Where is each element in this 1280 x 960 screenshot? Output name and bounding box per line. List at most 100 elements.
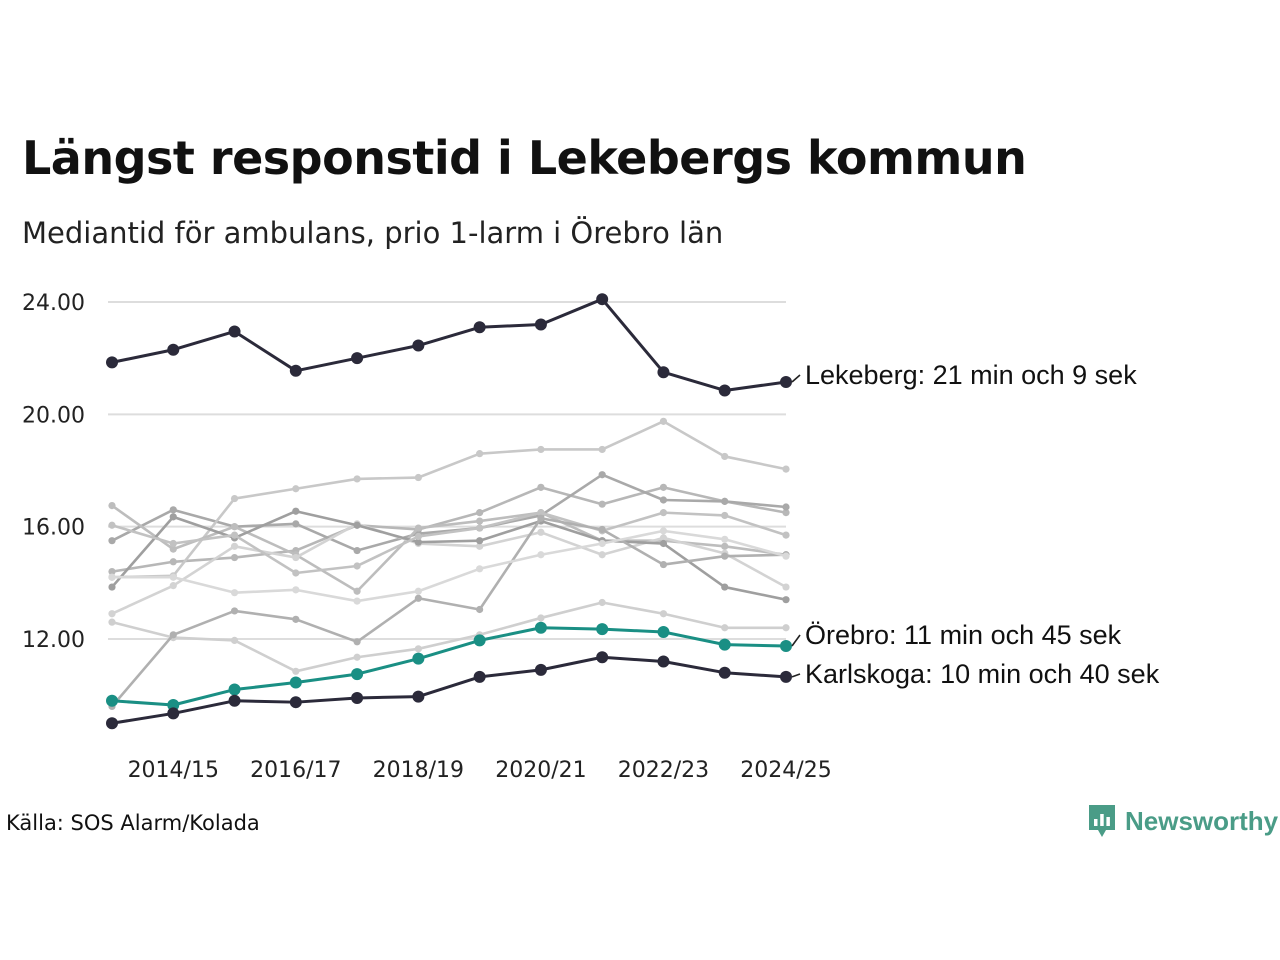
data-point [659,534,668,542]
data-point [353,587,361,595]
data-point [289,676,302,689]
data-point [412,652,425,665]
data-point [230,494,239,503]
data-point [721,497,729,505]
data-point [721,542,729,550]
series-örebro [106,621,792,711]
data-point [108,521,116,529]
data-point [230,542,239,550]
series-line [111,504,787,593]
data-point [782,503,790,511]
data-point [782,583,790,591]
data-point [657,655,670,668]
data-point [167,698,180,711]
data-point [414,524,422,532]
data-point [108,618,116,626]
series-line [111,601,786,673]
data-point [659,539,668,548]
series-line [111,516,787,708]
series-kommun-6 [108,507,790,604]
data-point [292,586,300,594]
x-tick-label: 2024/25 [740,758,831,783]
data-point [598,539,606,548]
data-point [228,694,241,707]
label-connector [791,374,801,383]
data-point [289,364,302,377]
data-point [167,343,180,356]
data-point [721,552,729,560]
data-point [721,511,729,520]
data-point [476,509,484,517]
data-point [169,631,177,639]
x-tick-label: 2016/17 [250,758,341,783]
data-point [414,645,422,653]
data-point [596,293,609,306]
series-line [111,509,787,601]
data-point [353,653,361,661]
data-point [230,531,239,539]
data-point [169,558,177,566]
data-point [476,524,484,532]
data-point [412,339,425,352]
data-point [534,621,547,634]
series-label-karlskoga: Karlskoga: 10 min och 40 sek [805,659,1160,689]
series-end-labels: Lekeberg: 21 min och 9 sek Örebro: 11 min… [791,360,1160,689]
data-point [230,636,239,645]
series-line [111,511,787,575]
series-kommun-5 [108,520,790,618]
data-point [292,553,300,562]
data-point [657,625,670,638]
chart-subtitle: Mediantid för ambulans, prio 1-larm i Ör… [22,216,724,250]
series-line [111,297,787,392]
series-line [112,529,787,603]
data-point [476,542,484,550]
label-connector [791,634,801,647]
background-series [108,417,790,711]
data-point [780,640,792,653]
data-point [718,638,731,651]
data-point [659,483,668,491]
brand-logo: Newsworthy [1087,803,1278,839]
series-line [111,420,787,579]
data-point [780,670,792,683]
data-point [537,509,545,517]
series-line [111,486,787,573]
data-point [169,545,177,553]
data-point [718,384,731,397]
data-point [414,538,422,546]
series-kommun-9 [108,514,790,711]
data-point [721,535,729,543]
data-point [721,452,729,461]
data-point [353,521,361,529]
data-point [782,509,790,517]
x-tick-label: 2018/19 [373,758,464,783]
data-point [108,583,116,591]
data-point [230,523,239,531]
series-kommun-7 [108,509,790,577]
data-point [476,450,484,458]
series-label-örebro: Örebro: 11 min och 45 sek [805,620,1122,650]
source-note: Källa: SOS Alarm/Kolada [6,811,260,835]
y-tick-label: 16.00 [22,516,85,541]
data-point [473,670,486,683]
data-point [169,513,177,521]
data-point [476,537,484,545]
data-point [476,565,484,573]
data-point [353,597,361,605]
data-point [659,417,668,425]
data-point [537,445,545,454]
data-point [353,475,361,483]
data-point [169,506,177,514]
data-point [659,527,668,535]
newsworthy-logo-icon [1089,805,1115,837]
data-point [351,352,364,365]
data-point [108,573,116,581]
series-lekeberg [106,293,792,397]
data-point [782,596,790,604]
data-point [108,537,116,545]
data-point [782,552,790,560]
data-point [782,465,790,473]
data-point [473,634,486,647]
y-tick-label: 20.00 [22,403,85,428]
data-point [228,325,241,338]
